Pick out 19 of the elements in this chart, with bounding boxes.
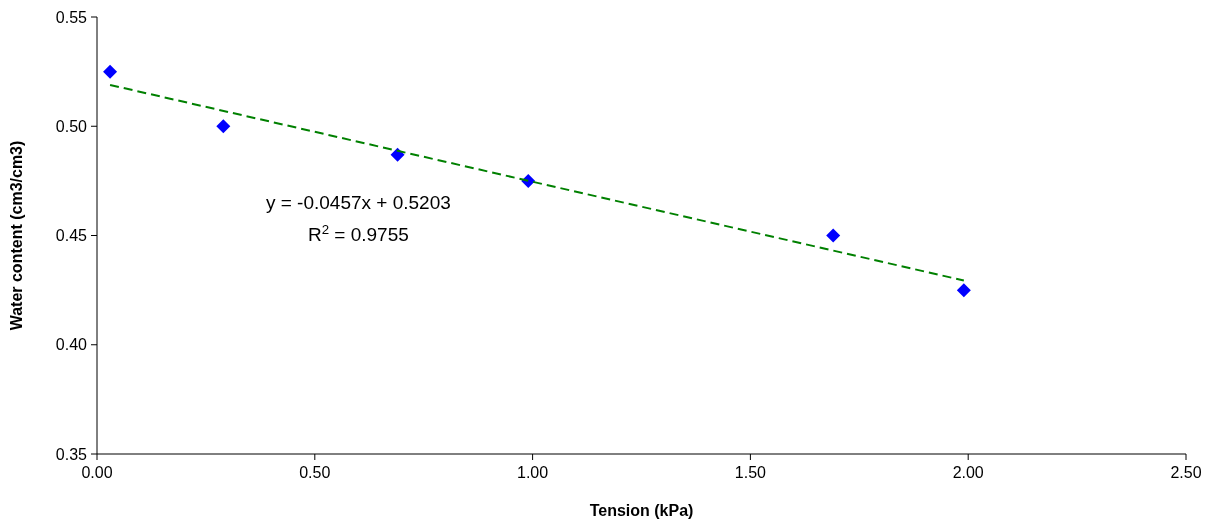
y-tick-label: 0.50	[55, 117, 88, 135]
y-axis-title: Water content (cm3/cm3)	[8, 140, 25, 331]
point	[826, 228, 841, 243]
x-tick-label: 2.00	[952, 464, 984, 481]
point	[216, 119, 231, 134]
y-tick-label: 0.40	[55, 336, 88, 354]
annotation: R$^{2}$ = 0.9755	[307, 221, 409, 246]
x-tick-label: 0.50	[299, 464, 331, 481]
y-tick-label: 0.45	[55, 227, 88, 245]
y-tick-label: 0.35	[55, 445, 88, 463]
x-tick-label: 0.00	[81, 464, 113, 481]
point	[956, 283, 971, 298]
x-tick-label: 1.50	[734, 464, 767, 481]
x-tick-label: 1.00	[517, 464, 549, 481]
x-tick-label: 2.50	[1170, 464, 1202, 481]
annotation: y = -0.0457x + 0.5203	[265, 192, 451, 214]
y-tick-label: 0.55	[55, 8, 88, 26]
point	[103, 64, 118, 79]
x-axis-title: Tension (kPa)	[589, 502, 694, 519]
